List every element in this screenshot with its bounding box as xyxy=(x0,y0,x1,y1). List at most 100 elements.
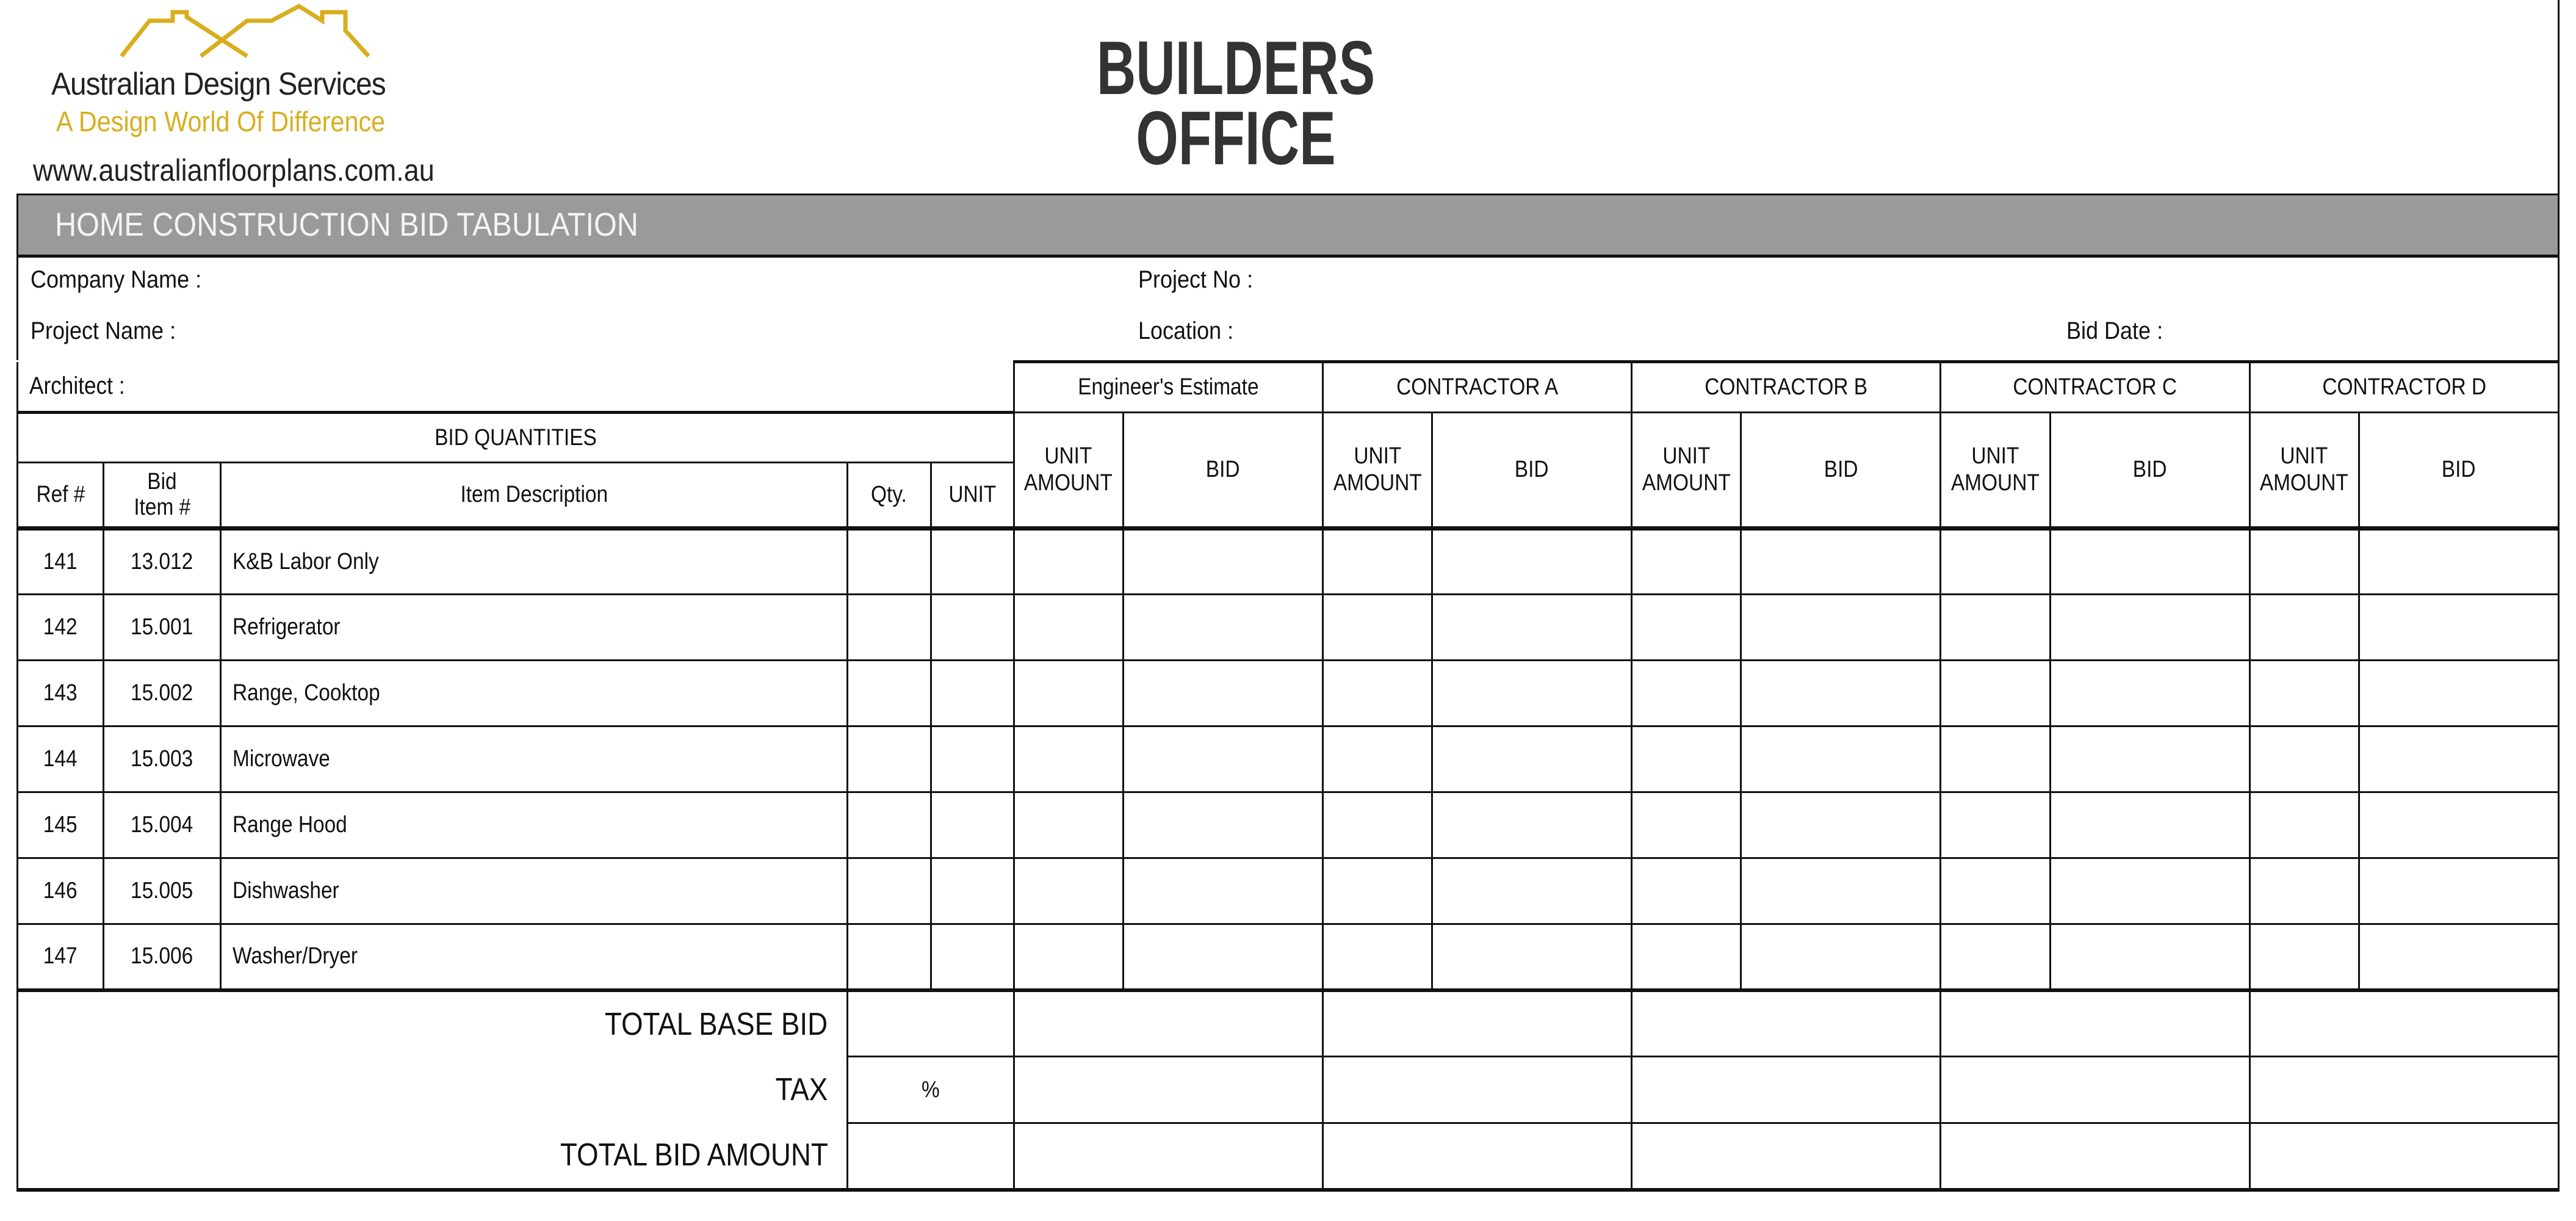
bid-input[interactable] xyxy=(2358,527,2560,595)
unit-amount-input[interactable] xyxy=(1321,791,1434,859)
unit-amount-input[interactable] xyxy=(2248,593,2360,661)
unit-amount-input[interactable] xyxy=(1012,791,1124,859)
bid-input[interactable] xyxy=(1122,791,1324,859)
qty-input[interactable] xyxy=(846,923,932,992)
unit-amount-input[interactable] xyxy=(1631,659,1742,727)
unit-amount-input[interactable] xyxy=(1321,857,1434,925)
unit-amount-input[interactable] xyxy=(1321,527,1434,595)
unit-amount-input[interactable] xyxy=(1012,725,1124,793)
unit-amount-input[interactable] xyxy=(1939,593,2051,661)
unit-amount-input[interactable] xyxy=(1012,923,1124,992)
unit-amount-input[interactable] xyxy=(1321,593,1434,661)
unit-input[interactable] xyxy=(929,923,1015,992)
total-input-2[interactable] xyxy=(1631,1122,1942,1192)
qty-input[interactable] xyxy=(846,857,932,925)
unit-input[interactable] xyxy=(929,527,1015,595)
unit-amount-input[interactable] xyxy=(1939,659,2051,727)
bid-input[interactable] xyxy=(1740,527,1942,595)
unit-amount-input[interactable] xyxy=(1321,923,1434,992)
unit-amount-input[interactable] xyxy=(1939,923,2051,992)
unit-amount-input[interactable] xyxy=(1321,659,1434,727)
total-input-0[interactable] xyxy=(1012,1056,1324,1124)
unit-amount-input[interactable] xyxy=(2248,857,2360,925)
total-input-2[interactable] xyxy=(1631,989,1942,1057)
bid-input[interactable] xyxy=(1431,593,1633,661)
total-input-4[interactable] xyxy=(2248,1056,2560,1124)
unit-input[interactable] xyxy=(929,593,1015,661)
unit-amount-input[interactable] xyxy=(1631,527,1742,595)
total-input-1[interactable] xyxy=(1321,989,1633,1057)
total-input-3[interactable] xyxy=(1939,1122,2251,1192)
bid-input[interactable] xyxy=(1740,725,1942,793)
bid-input[interactable] xyxy=(1431,923,1633,992)
unit-amount-input[interactable] xyxy=(2248,725,2360,793)
unit-amount-input[interactable] xyxy=(2248,923,2360,992)
qty-input[interactable] xyxy=(846,527,932,595)
unit-amount-input[interactable] xyxy=(1939,527,2051,595)
bid-input[interactable] xyxy=(1740,659,1942,727)
total-input-4[interactable] xyxy=(2248,1122,2560,1192)
unit-amount-input[interactable] xyxy=(1321,725,1434,793)
bid-input[interactable] xyxy=(1431,857,1633,925)
unit-amount-input[interactable] xyxy=(1012,593,1124,661)
bid-input[interactable] xyxy=(1740,857,1942,925)
bid-input[interactable] xyxy=(2049,791,2251,859)
qty-input[interactable] xyxy=(846,659,932,727)
unit-amount-input[interactable] xyxy=(1939,791,2051,859)
bid-input[interactable] xyxy=(2049,725,2251,793)
unit-amount-input[interactable] xyxy=(2248,659,2360,727)
qty-input[interactable] xyxy=(846,725,932,793)
total-input-4[interactable] xyxy=(2248,989,2560,1057)
bid-input[interactable] xyxy=(1431,659,1633,727)
bid-input[interactable] xyxy=(1122,857,1324,925)
qty-input[interactable] xyxy=(846,791,932,859)
bid-input[interactable] xyxy=(1122,527,1324,595)
total-input-0[interactable] xyxy=(1012,989,1324,1057)
bid-input[interactable] xyxy=(2358,857,2560,925)
unit-amount-input[interactable] xyxy=(2248,791,2360,859)
qty-input[interactable] xyxy=(846,593,932,661)
total-input-1[interactable] xyxy=(1321,1056,1633,1124)
unit-input[interactable] xyxy=(929,725,1015,793)
bid-input[interactable] xyxy=(2358,659,2560,727)
total-input-3[interactable] xyxy=(1939,1056,2251,1124)
unit-amount-input[interactable] xyxy=(1012,527,1124,595)
bid-input[interactable] xyxy=(2358,593,2560,661)
bid-input[interactable] xyxy=(1122,659,1324,727)
unit-input[interactable] xyxy=(929,857,1015,925)
total-input-1[interactable] xyxy=(1321,1122,1633,1192)
bid-input[interactable] xyxy=(2049,659,2251,727)
bid-input[interactable] xyxy=(2049,527,2251,595)
total-input-0[interactable] xyxy=(1012,1122,1324,1192)
bid-input[interactable] xyxy=(1740,593,1942,661)
bid-input[interactable] xyxy=(2358,791,2560,859)
unit-amount-input[interactable] xyxy=(2248,527,2360,595)
unit-amount-input[interactable] xyxy=(1012,659,1124,727)
bid-input[interactable] xyxy=(2049,857,2251,925)
bid-input[interactable] xyxy=(1122,725,1324,793)
unit-input[interactable] xyxy=(929,791,1015,859)
unit-amount-input[interactable] xyxy=(1939,725,2051,793)
unit-amount-input[interactable] xyxy=(1631,791,1742,859)
bid-input[interactable] xyxy=(1431,791,1633,859)
total-qty-cell[interactable] xyxy=(846,1122,1015,1192)
total-qty-cell[interactable] xyxy=(846,989,1015,1057)
bid-input[interactable] xyxy=(2049,593,2251,661)
bid-input[interactable] xyxy=(1431,725,1633,793)
total-input-3[interactable] xyxy=(1939,989,2251,1057)
unit-amount-input[interactable] xyxy=(1012,857,1124,925)
bid-input[interactable] xyxy=(2358,725,2560,793)
unit-amount-input[interactable] xyxy=(1631,593,1742,661)
unit-amount-input[interactable] xyxy=(1939,857,2051,925)
bid-input[interactable] xyxy=(2358,923,2560,992)
bid-input[interactable] xyxy=(1431,527,1633,595)
bid-input[interactable] xyxy=(1122,923,1324,992)
bid-input[interactable] xyxy=(1122,593,1324,661)
total-qty-cell[interactable]: % xyxy=(846,1056,1015,1124)
total-input-2[interactable] xyxy=(1631,1056,1942,1124)
unit-amount-input[interactable] xyxy=(1631,725,1742,793)
bid-input[interactable] xyxy=(2049,923,2251,992)
unit-input[interactable] xyxy=(929,659,1015,727)
bid-input[interactable] xyxy=(1740,791,1942,859)
bid-input[interactable] xyxy=(1740,923,1942,992)
